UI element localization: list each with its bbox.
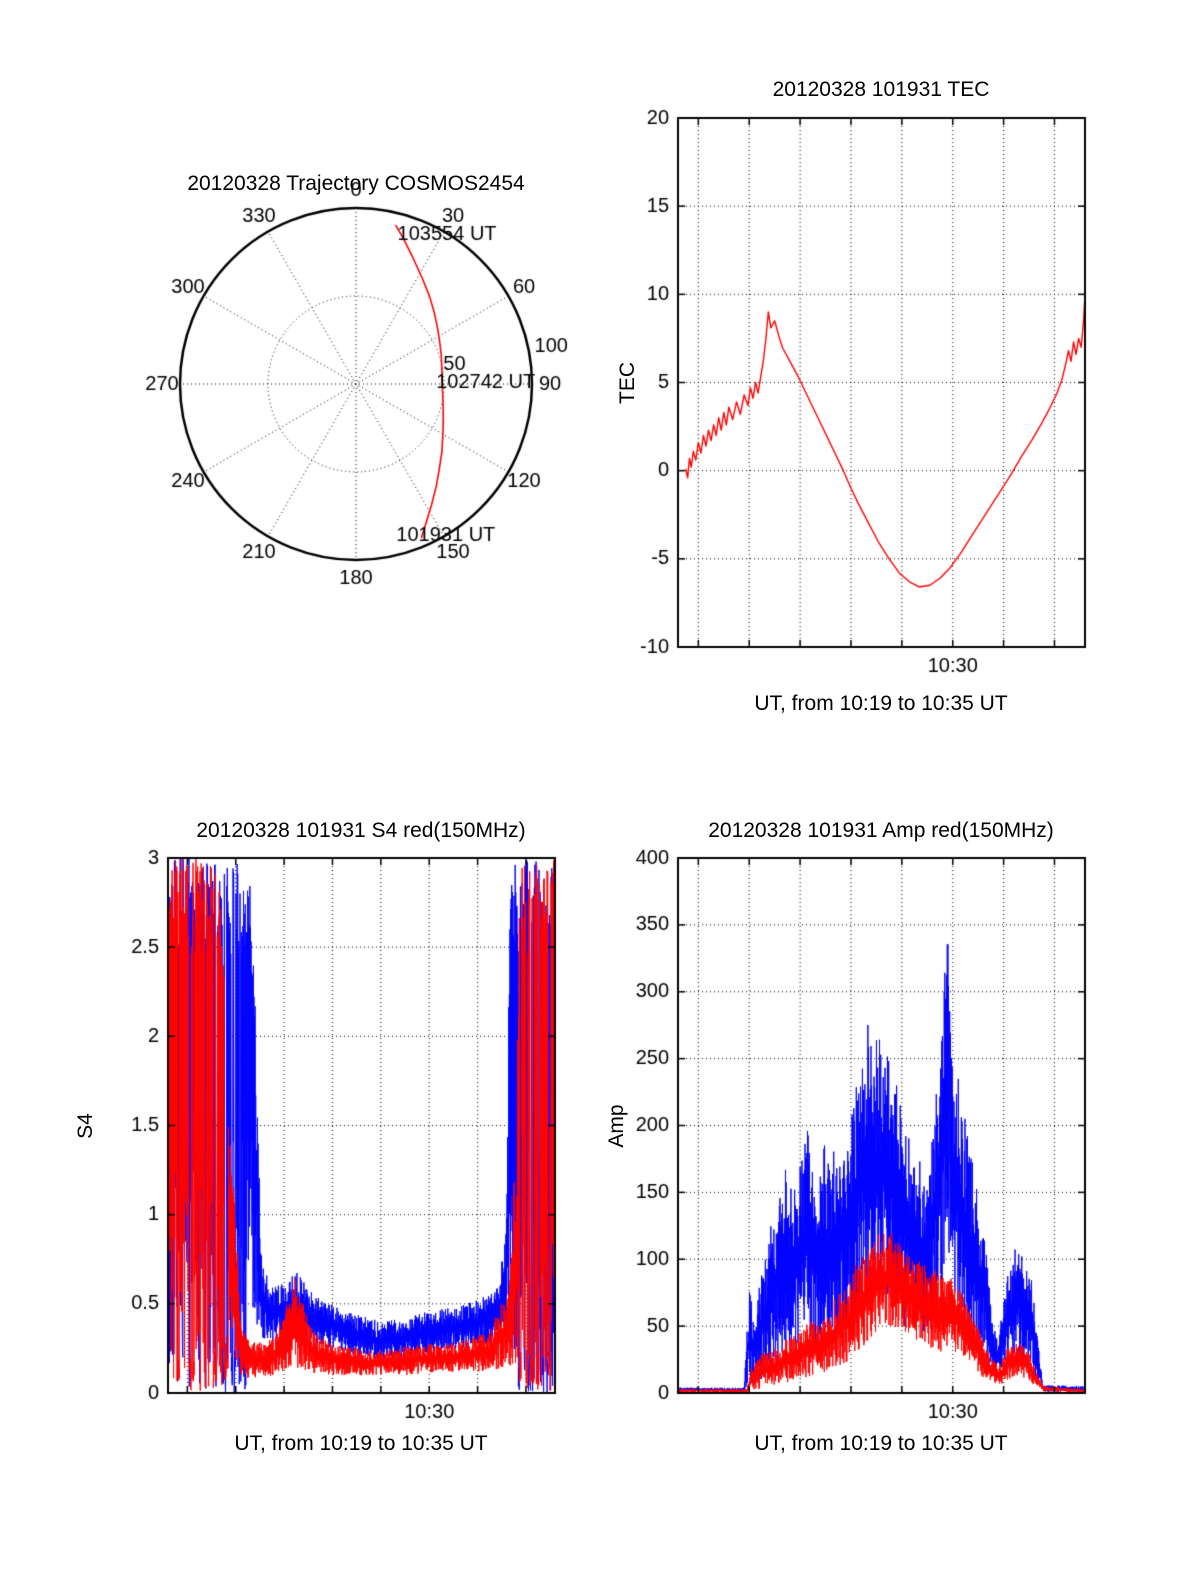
trajectory-polar-canvas <box>80 165 640 615</box>
amp-plot-canvas <box>600 840 1140 1460</box>
s4-title: 20120328 101931 S4 red(150MHz) <box>196 819 526 842</box>
s4-plot-canvas <box>90 840 630 1460</box>
tec-title: 20120328 101931 TEC <box>772 78 990 101</box>
amp-title: 20120328 101931 Amp red(150MHz) <box>708 819 1054 842</box>
tec-plot-canvas <box>600 100 1140 720</box>
